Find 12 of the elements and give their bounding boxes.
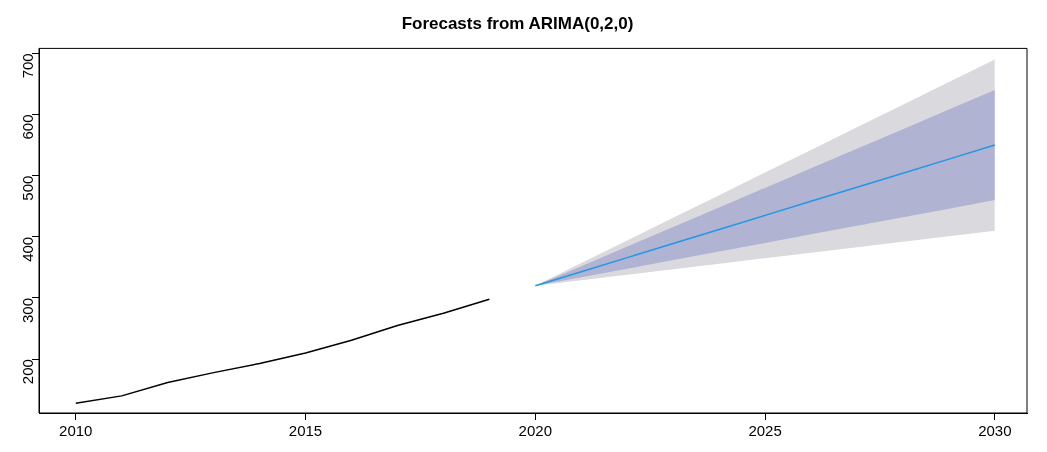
x-tick-label: 2030 bbox=[978, 422, 1012, 440]
x-tick-label: 2015 bbox=[288, 422, 323, 440]
chart-title: Forecasts from ARIMA(0,2,0) bbox=[401, 13, 634, 33]
y-tick-label: 600 bbox=[19, 114, 37, 140]
x-tick-label: 2010 bbox=[59, 422, 93, 440]
y-tick-label: 500 bbox=[19, 175, 37, 201]
x-tick-label: 2025 bbox=[748, 422, 782, 440]
y-tick-label: 200 bbox=[19, 359, 37, 385]
x-tick-label: 2020 bbox=[518, 422, 552, 440]
y-tick-label: 700 bbox=[19, 53, 37, 79]
y-tick-label: 400 bbox=[19, 236, 37, 262]
y-tick-label: 300 bbox=[19, 297, 37, 324]
